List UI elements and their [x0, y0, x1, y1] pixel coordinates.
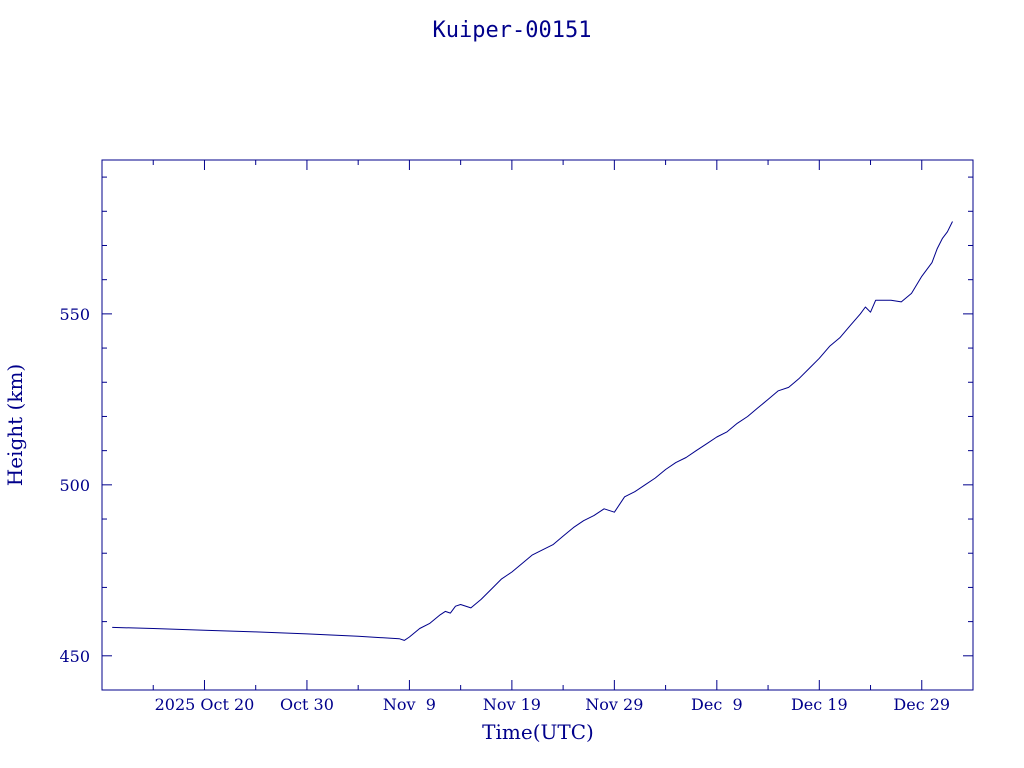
x-tick-label: Dec 9: [691, 695, 743, 714]
x-tick-label: Nov 29: [585, 695, 643, 714]
x-axis-label: Time(UTC): [482, 720, 594, 744]
x-tick-label: 2025 Oct 20: [155, 695, 255, 714]
y-axis-label: Height (km): [3, 364, 27, 486]
x-tick-label: Dec 29: [893, 695, 950, 714]
plot-frame: [101, 159, 974, 691]
axis-tick-labels: 2025 Oct 20 Oct 30 Nov 9 Nov 19 Nov 29 Dec 9 D…: [59, 305, 950, 714]
y-tick-label: 450: [59, 647, 90, 666]
y-tick-label: 550: [59, 305, 90, 324]
chart-title: Kuiper-00151: [433, 18, 592, 43]
x-tick-label: Dec 19: [791, 695, 848, 714]
axis-ticks: [101, 160, 974, 691]
x-tick-label: Nov 9: [383, 695, 436, 714]
x-tick-label: Nov 19: [483, 695, 541, 714]
series-layer: [112, 221, 953, 641]
y-tick-label: 500: [59, 476, 90, 495]
x-tick-label: Oct 30: [280, 695, 334, 714]
series-line-0: [112, 221, 953, 641]
